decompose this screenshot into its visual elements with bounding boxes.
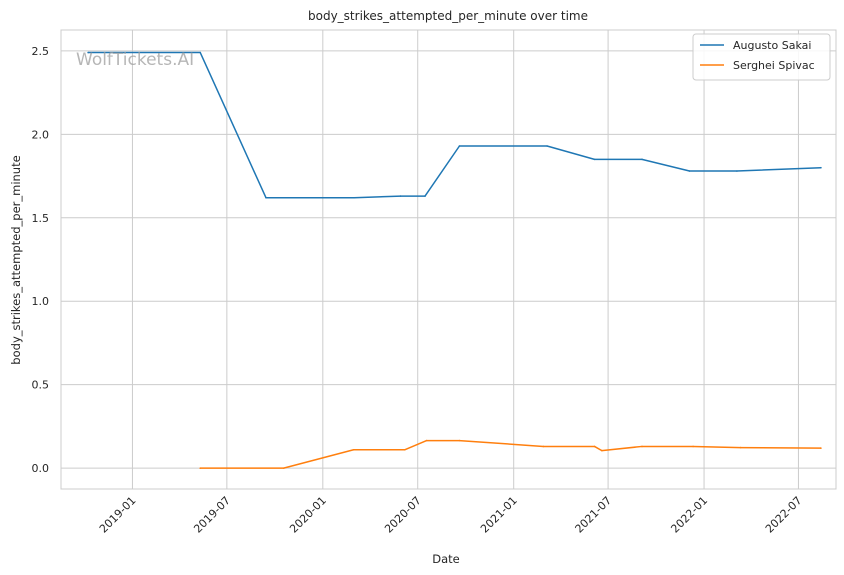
legend-label-augusto-sakai: Augusto Sakai: [733, 39, 811, 52]
data-point-augusto-sakai: [424, 195, 426, 197]
plot-frame: [60, 29, 837, 490]
data-point-augusto-sakai: [641, 158, 643, 161]
series-augusto-sakai: [87, 51, 822, 199]
series-layer: [87, 51, 822, 469]
x-tick-label: 2021-07: [573, 494, 615, 536]
data-point-serghei-spivac: [692, 445, 694, 448]
data-point-augusto-sakai: [688, 170, 691, 172]
y-tick-label: 1.5: [32, 212, 50, 225]
x-tick-label: 2020-07: [382, 494, 424, 536]
data-point-serghei-spivac: [820, 447, 822, 449]
y-tick-label: 0.5: [32, 379, 50, 392]
data-point-serghei-spivac: [199, 467, 202, 469]
data-point-augusto-sakai: [458, 145, 461, 147]
y-tick-label: 2.5: [32, 45, 50, 58]
data-point-serghei-spivac: [425, 439, 428, 442]
data-point-serghei-spivac: [542, 445, 545, 448]
data-point-serghei-spivac: [593, 445, 596, 448]
chart-title: body_strikes_attempted_per_minute over t…: [308, 9, 588, 23]
y-tick-label: 1.0: [32, 295, 50, 308]
data-point-serghei-spivac: [601, 449, 603, 452]
plot-background: [61, 30, 836, 489]
x-tick-label: 2020-01: [287, 494, 329, 536]
data-point-serghei-spivac: [403, 448, 406, 451]
data-point-augusto-sakai: [399, 195, 402, 197]
x-tick-label: 2019-01: [97, 494, 139, 536]
x-tick-label: 2019-07: [191, 494, 233, 536]
y-axis-title: body_strikes_attempted_per_minute: [9, 155, 23, 364]
data-point-serghei-spivac: [282, 467, 285, 469]
data-point-augusto-sakai: [265, 196, 267, 199]
data-point-augusto-sakai: [199, 51, 202, 54]
watermark: WolfTickets.AI: [76, 50, 194, 70]
x-tick-label: 2022-07: [763, 494, 805, 536]
data-point-serghei-spivac: [641, 445, 643, 448]
data-point-serghei-spivac: [739, 446, 742, 449]
series-serghei-spivac: [199, 439, 822, 469]
data-point-augusto-sakai: [546, 145, 548, 147]
data-point-serghei-spivac: [458, 439, 461, 442]
data-point-augusto-sakai: [820, 166, 822, 169]
legend-box: [692, 33, 831, 81]
data-point-augusto-sakai: [593, 158, 596, 161]
x-axis: 2019-01 2019-07 2020-01 2020-07 2021-01 2021-…: [97, 494, 805, 536]
data-point-augusto-sakai: [736, 170, 738, 172]
x-tick-label: 2022-01: [668, 494, 710, 536]
y-tick-label: 2.0: [32, 128, 50, 141]
x-axis-title: Date: [432, 552, 460, 566]
x-tick-label: 2021-01: [478, 494, 520, 536]
data-point-serghei-spivac: [352, 448, 355, 451]
y-axis: 0.0 0.5 1.0 1.5 2.0 2.5: [32, 45, 50, 475]
legend: Augusto Sakai Serghei Spivac: [692, 33, 831, 81]
data-point-augusto-sakai: [87, 51, 89, 54]
legend-label-serghei-spivac: Serghei Spivac: [733, 59, 815, 72]
data-point-augusto-sakai: [353, 196, 355, 199]
y-tick-label: 0.0: [32, 462, 50, 475]
